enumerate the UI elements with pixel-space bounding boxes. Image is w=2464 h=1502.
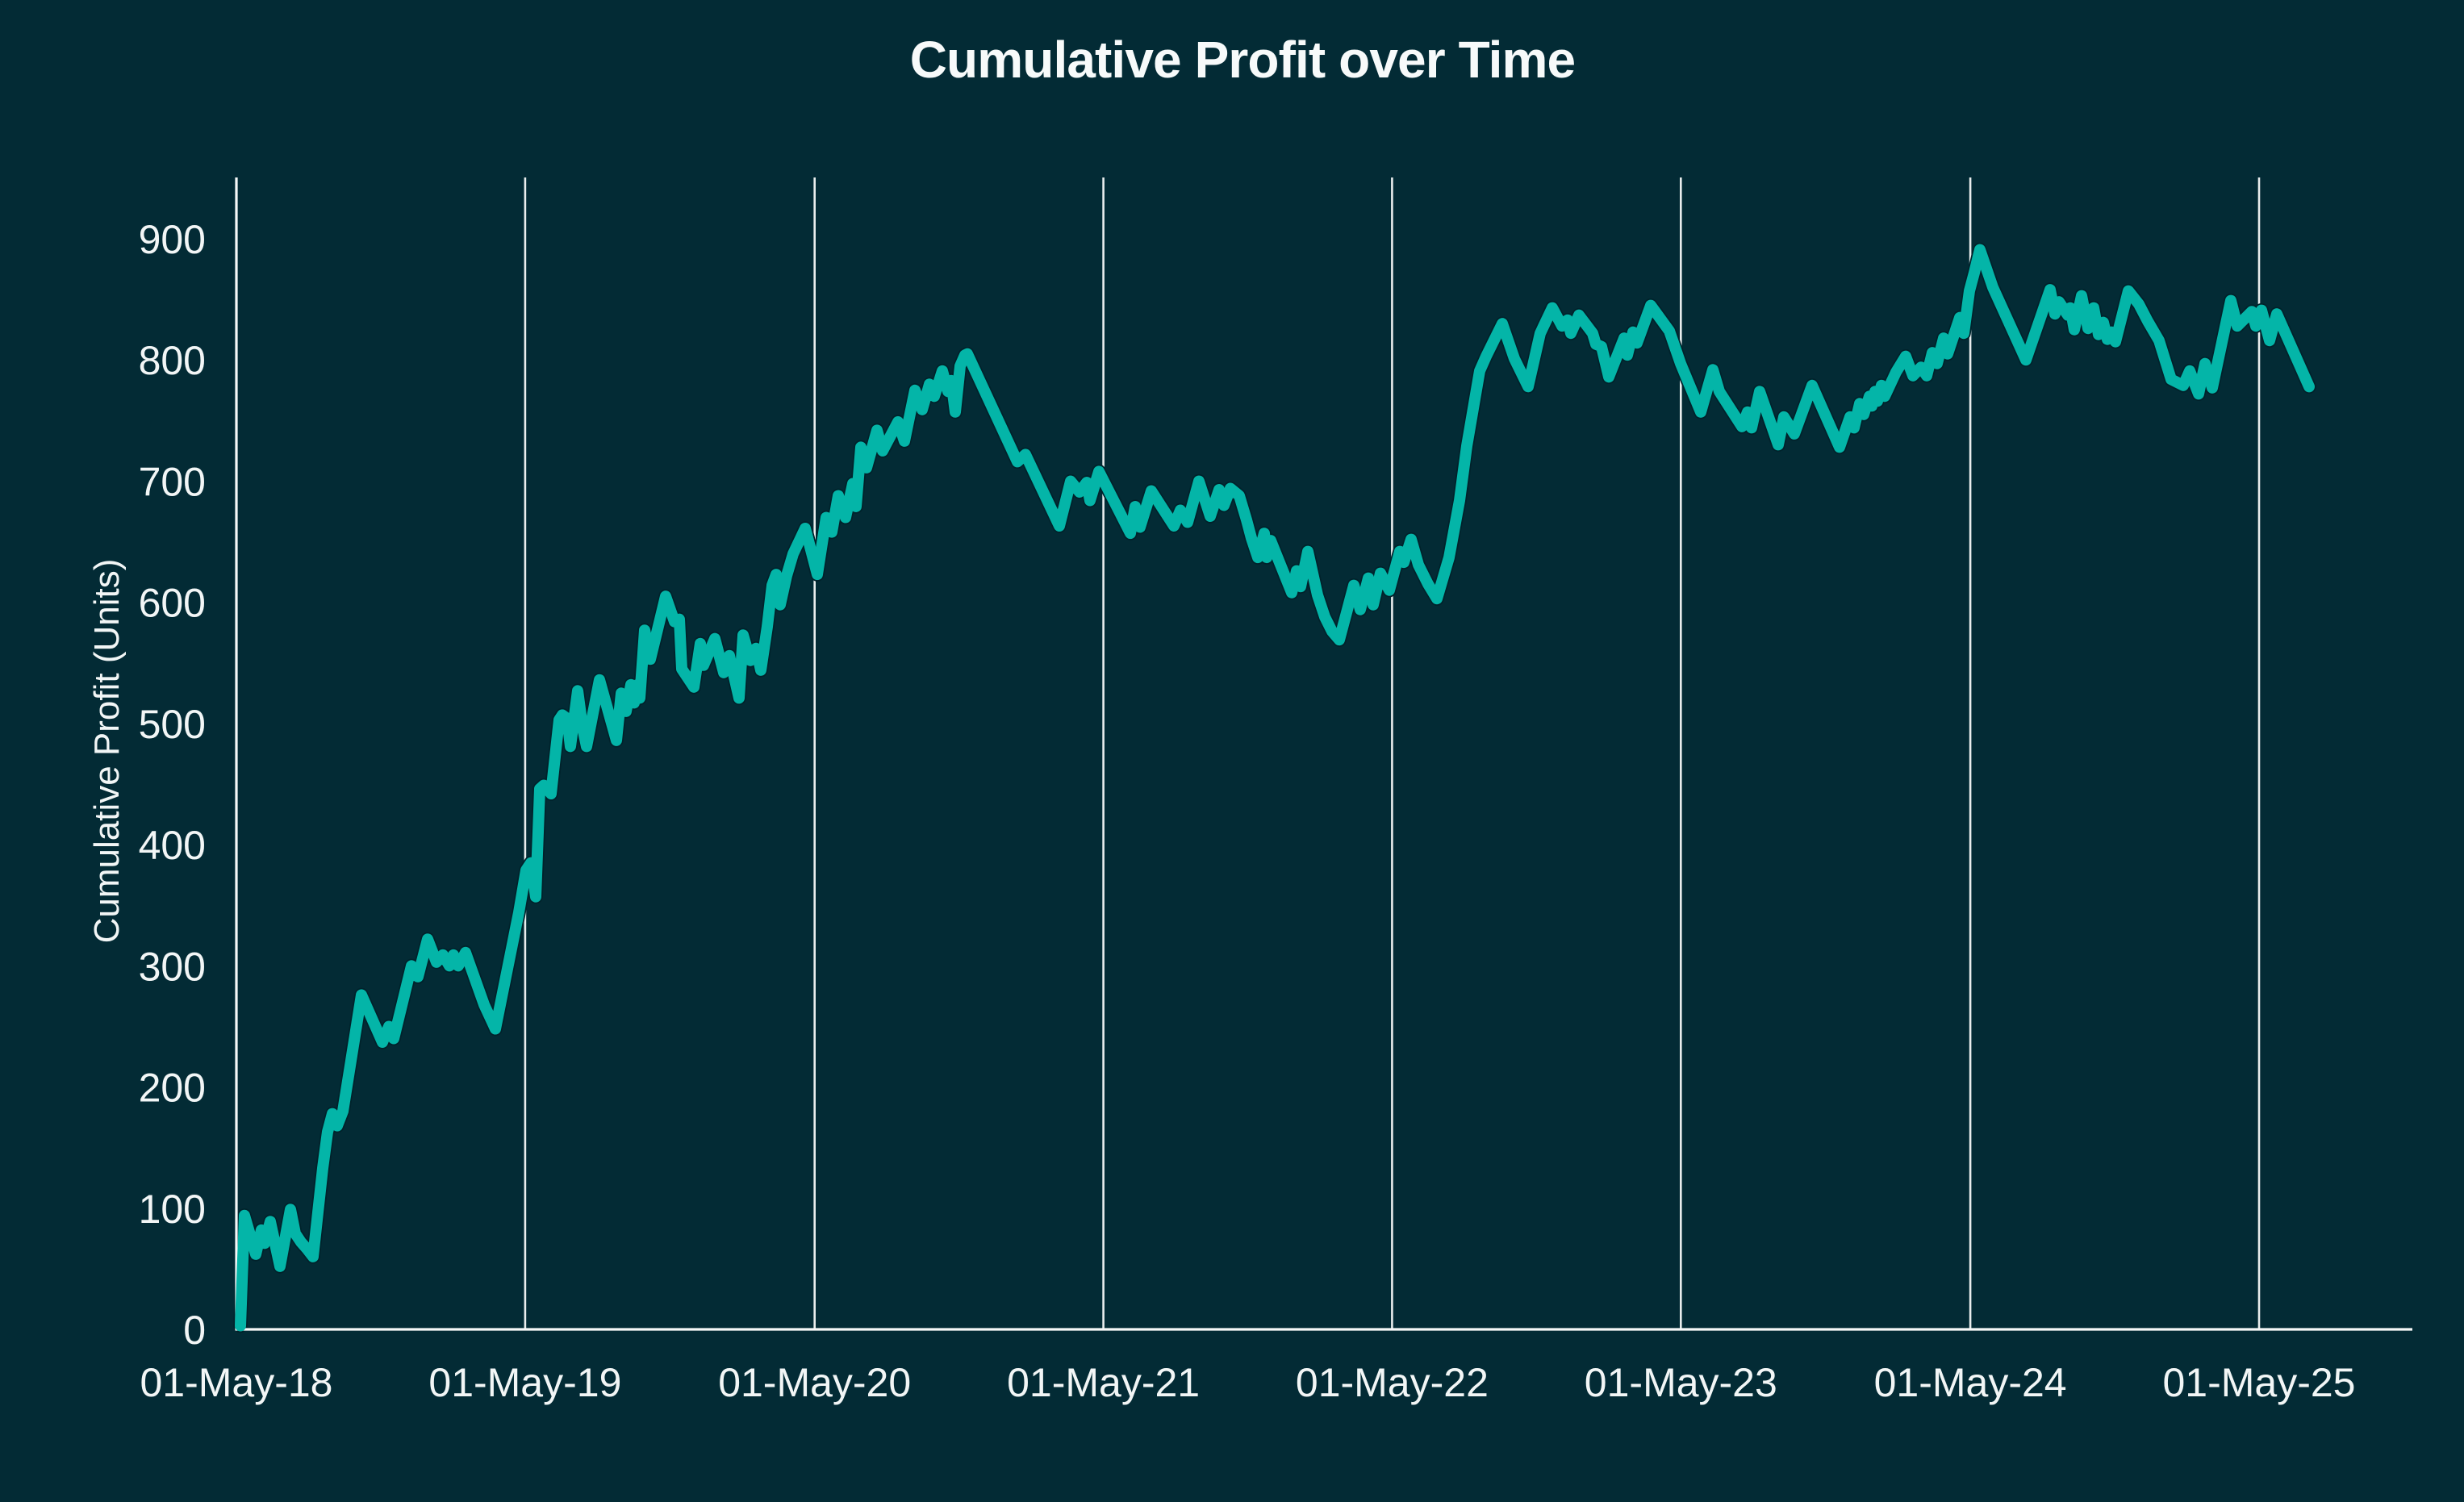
svg-text:700: 700 — [139, 460, 206, 505]
svg-text:01-May-18: 01-May-18 — [140, 1360, 333, 1405]
svg-text:01-May-25: 01-May-25 — [2163, 1360, 2356, 1405]
svg-text:500: 500 — [139, 702, 206, 747]
svg-text:Cumulative Profit over Time: Cumulative Profit over Time — [910, 31, 1576, 89]
svg-text:01-May-23: 01-May-23 — [1585, 1360, 1777, 1405]
svg-text:01-May-24: 01-May-24 — [1874, 1360, 2067, 1405]
svg-text:300: 300 — [139, 944, 206, 989]
svg-text:01-May-21: 01-May-21 — [1007, 1360, 1200, 1405]
svg-text:01-May-22: 01-May-22 — [1296, 1360, 1489, 1405]
svg-text:400: 400 — [139, 823, 206, 868]
svg-text:0: 0 — [183, 1308, 206, 1353]
svg-text:600: 600 — [139, 581, 206, 626]
svg-text:01-May-19: 01-May-19 — [428, 1360, 621, 1405]
svg-text:200: 200 — [139, 1066, 206, 1111]
svg-text:100: 100 — [139, 1187, 206, 1232]
svg-text:Cumulative Profit (Units): Cumulative Profit (Units) — [87, 559, 127, 944]
svg-text:900: 900 — [139, 217, 206, 262]
svg-text:800: 800 — [139, 338, 206, 383]
svg-text:01-May-20: 01-May-20 — [718, 1360, 911, 1405]
